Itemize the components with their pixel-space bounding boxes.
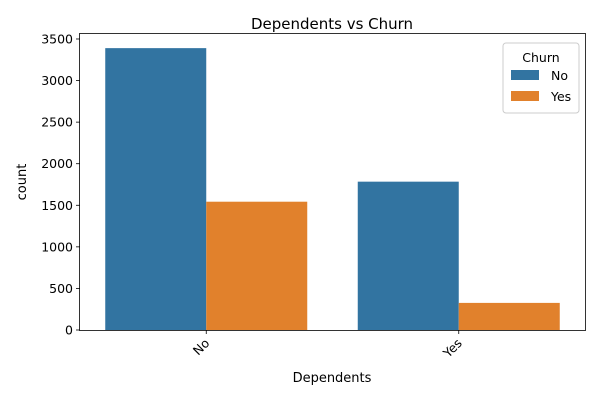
y-tick-label: 1000 — [41, 239, 73, 254]
legend-title: Churn — [522, 50, 559, 65]
legend-swatch-no — [511, 70, 539, 80]
y-tick-label: 2500 — [41, 115, 73, 130]
plot-frame — [79, 33, 586, 331]
legend-items: No Yes — [511, 68, 571, 104]
bar-yes-churn-no — [357, 181, 459, 330]
x-axis-label: Dependents — [293, 371, 372, 386]
y-tick-label: 500 — [49, 281, 73, 296]
y-tick-label: 1500 — [41, 198, 73, 213]
legend-swatch-yes — [511, 91, 539, 101]
y-axis-label: count — [15, 164, 30, 201]
bar-no-churn-no — [105, 48, 207, 331]
bars — [105, 48, 560, 331]
y-tick-label: 3000 — [41, 73, 73, 88]
x-axis-ticks: No Yes — [190, 330, 465, 361]
legend-label-yes: Yes — [550, 89, 571, 104]
chart-title: Dependents vs Churn — [251, 15, 413, 33]
x-tick-label: No — [190, 336, 213, 359]
bar-no-churn-yes — [206, 201, 308, 330]
legend-label-no: No — [551, 68, 568, 83]
y-tick-label: 0 — [65, 323, 73, 338]
y-tick-label: 2000 — [41, 156, 73, 171]
legend: Churn No Yes — [502, 42, 580, 114]
y-tick-label: 3500 — [41, 31, 73, 46]
y-axis-ticks: 0 500 1000 1500 2000 2500 3000 3500 — [41, 31, 80, 338]
x-tick-label: Yes — [439, 336, 465, 362]
bar-yes-churn-yes — [458, 302, 560, 330]
